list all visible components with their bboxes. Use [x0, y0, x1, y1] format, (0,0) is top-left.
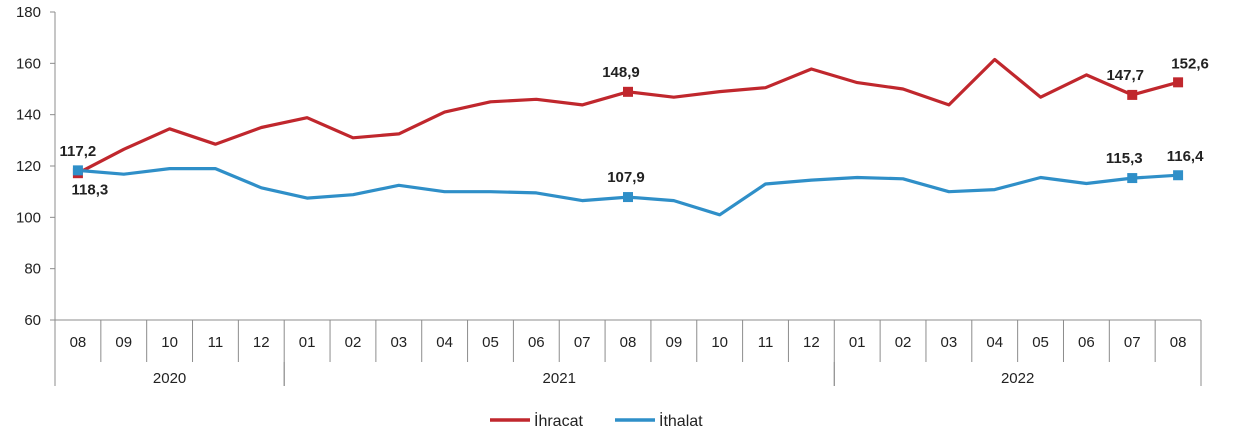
data-point-marker — [623, 192, 633, 203]
data-point-marker — [1127, 89, 1138, 100]
year-label: 2022 — [1001, 370, 1034, 387]
y-tick-label: 140 — [16, 107, 41, 124]
y-tick-label: 120 — [16, 158, 41, 175]
x-tick-label: 09 — [665, 334, 682, 351]
x-tick-label: 11 — [208, 334, 224, 351]
data-point-marker — [623, 86, 633, 97]
data-point-marker — [1173, 170, 1184, 181]
data-label: 117,2 — [60, 143, 97, 160]
data-label: 118,3 — [72, 181, 109, 198]
y-tick-label: 100 — [16, 209, 41, 226]
x-tick-label: 06 — [1078, 334, 1095, 351]
data-label: 115,3 — [1106, 150, 1143, 167]
data-label: 107,9 — [607, 169, 645, 186]
x-tick-label: 08 — [620, 334, 637, 351]
data-label: 152,6 — [1171, 55, 1209, 72]
x-tick-label: 09 — [115, 334, 132, 351]
x-tick-label: 04 — [986, 334, 1003, 351]
legend-label: İthalat — [659, 411, 703, 430]
x-tick-label: 05 — [1032, 334, 1049, 351]
data-point-marker — [72, 165, 83, 176]
x-tick-label: 07 — [574, 334, 591, 351]
data-label: 116,4 — [1167, 148, 1204, 165]
x-tick-label: 01 — [299, 334, 316, 351]
x-tick-label: 12 — [803, 334, 820, 351]
data-point-marker — [1127, 173, 1138, 184]
x-tick-label: 10 — [161, 334, 178, 351]
legend-label: İhracat — [534, 411, 583, 430]
x-tick-label: 10 — [711, 334, 728, 351]
x-tick-label: 11 — [758, 334, 774, 351]
year-label: 2021 — [543, 370, 576, 387]
x-tick-label: 08 — [70, 334, 87, 351]
y-tick-label: 80 — [24, 261, 41, 278]
x-tick-label: 01 — [849, 334, 866, 351]
x-tick-label: 02 — [345, 334, 362, 351]
x-tick-label: 04 — [436, 334, 453, 351]
data-label: 148,9 — [602, 64, 640, 81]
x-tick-label: 08 — [1170, 334, 1187, 351]
x-tick-label: 06 — [528, 334, 545, 351]
y-tick-label: 160 — [16, 55, 41, 72]
y-tick-label: 60 — [24, 312, 41, 329]
x-tick-label: 02 — [895, 334, 912, 351]
year-label: 2020 — [153, 370, 186, 387]
x-tick-label: 03 — [941, 334, 958, 351]
data-point-marker — [1173, 77, 1184, 88]
data-label: 147,7 — [1106, 67, 1144, 84]
y-tick-label: 180 — [16, 4, 41, 21]
x-tick-label: 07 — [1124, 334, 1141, 351]
x-tick-label: 12 — [253, 334, 270, 351]
x-tick-label: 03 — [390, 334, 407, 351]
x-tick-label: 05 — [482, 334, 499, 351]
